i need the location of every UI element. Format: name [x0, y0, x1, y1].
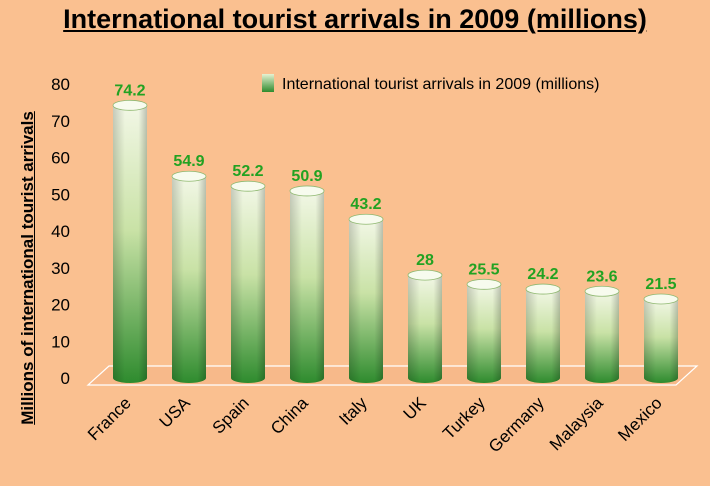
bar-top — [171, 170, 207, 182]
bar — [407, 269, 443, 383]
data-labels: 74.2 54.9 52.2 50.9 43.2 28 25.5 24.2 23.6 21.5 — [114, 82, 676, 293]
bar-top — [289, 185, 325, 197]
chart-title: International tourist arrivals in 2009 (… — [63, 4, 647, 34]
bar-top — [466, 278, 502, 290]
y-axis-ticks: 0 10 20 30 40 50 60 70 80 — [51, 75, 70, 388]
legend-swatch — [262, 74, 274, 92]
category-label: Malaysia — [546, 393, 607, 454]
category-label: Turkey — [439, 393, 489, 443]
bar-shade — [467, 284, 501, 383]
bar — [230, 180, 266, 383]
bar-top — [230, 180, 266, 192]
bar-top — [348, 213, 384, 225]
data-label: 23.6 — [586, 268, 617, 285]
category-label: China — [267, 393, 312, 438]
bar-top — [643, 293, 679, 305]
data-label: 24.2 — [527, 266, 558, 283]
bar — [466, 278, 502, 383]
y-tick-label: 70 — [51, 112, 70, 131]
y-tick-label: 20 — [51, 296, 70, 315]
data-label: 52.2 — [232, 163, 263, 180]
data-label: 74.2 — [114, 82, 145, 99]
bar-shade — [290, 190, 324, 383]
bar-top — [584, 285, 620, 297]
bar-top — [525, 283, 561, 295]
bar-shade — [113, 105, 147, 383]
category-label: Germany — [485, 393, 548, 456]
data-label: 54.9 — [173, 153, 204, 170]
bar-shade — [408, 275, 442, 383]
category-label: Italy — [335, 393, 371, 429]
y-tick-label: 40 — [51, 222, 70, 241]
y-tick-label: 60 — [51, 149, 70, 168]
y-tick-label: 10 — [51, 332, 70, 351]
bar-shade — [585, 291, 619, 383]
bars — [112, 99, 679, 383]
data-label: 43.2 — [350, 196, 381, 213]
y-tick-label: 0 — [61, 369, 70, 388]
bar — [289, 185, 325, 383]
data-label: 25.5 — [468, 261, 499, 278]
bar — [584, 285, 620, 383]
bar-top — [112, 99, 148, 111]
bar-top — [407, 269, 443, 281]
bar — [112, 99, 148, 383]
category-label: France — [84, 393, 135, 444]
bar-shade — [526, 289, 560, 383]
bar-shade — [349, 219, 383, 383]
bar — [171, 170, 207, 383]
bar-shade — [172, 176, 206, 383]
bar-shade — [644, 298, 678, 383]
legend-label: International tourist arrivals in 2009 (… — [282, 76, 599, 93]
category-label: Spain — [209, 393, 253, 437]
bar — [348, 213, 384, 383]
bar-shade — [231, 186, 265, 383]
data-label: 21.5 — [645, 276, 676, 293]
bar — [525, 283, 561, 383]
category-label: UK — [400, 393, 431, 424]
category-label: USA — [156, 393, 195, 432]
bar — [643, 293, 679, 383]
y-tick-label: 80 — [51, 75, 70, 94]
category-label: Mexico — [614, 393, 666, 445]
data-label: 50.9 — [291, 168, 322, 185]
legend: International tourist arrivals in 2009 (… — [262, 74, 599, 93]
y-tick-label: 30 — [51, 259, 70, 278]
data-label: 28 — [416, 252, 434, 269]
y-tick-label: 50 — [51, 185, 70, 204]
category-labels: France USA Spain China Italy UK TurkeyGermanyM… — [84, 393, 666, 456]
